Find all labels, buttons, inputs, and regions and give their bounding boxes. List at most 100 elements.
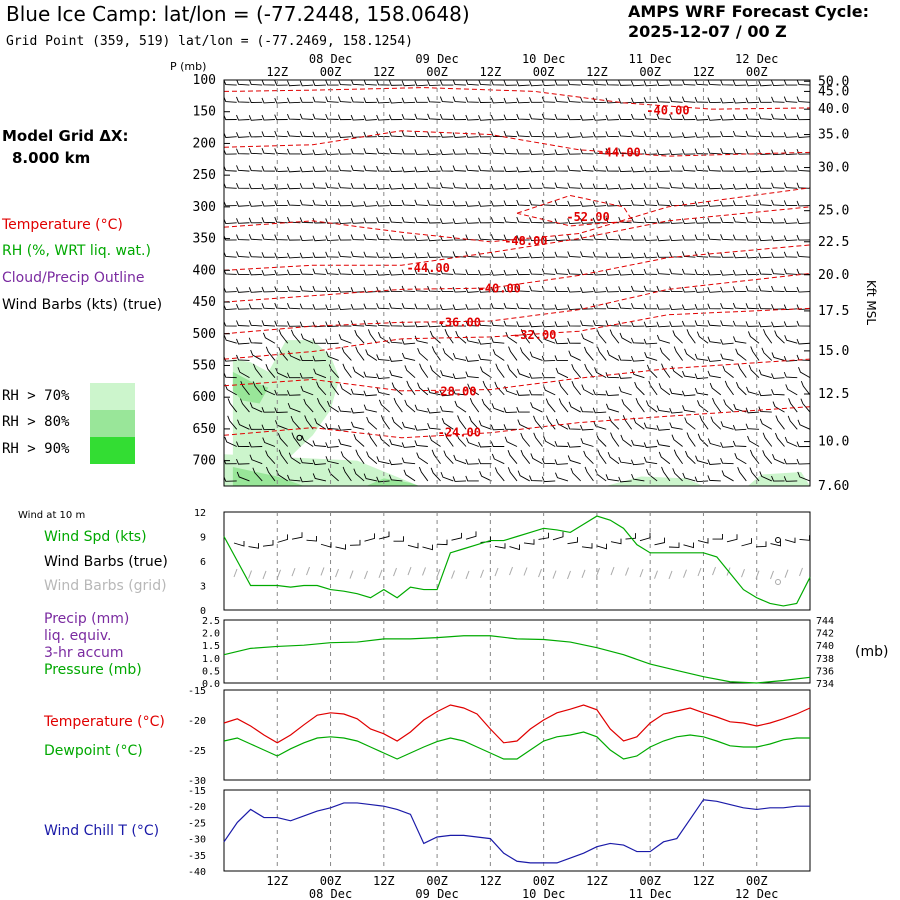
wind-barb: [337, 149, 352, 155]
wind-barb: [745, 148, 760, 155]
surface-wind-barb-true: [581, 543, 593, 549]
surface-wind-barb-grid: [683, 569, 687, 578]
wind-barb: [529, 199, 543, 206]
wind-barb: [299, 285, 314, 293]
wind-barb: [478, 97, 492, 103]
wind-barb: [761, 347, 773, 361]
wind-barb: [490, 183, 505, 190]
surface-wind-barb-true: [494, 543, 506, 549]
windchill-ytick-label: -20: [188, 802, 206, 813]
wind-barb: [427, 113, 441, 120]
wind-barb: [287, 252, 301, 259]
wind-barb: [287, 130, 301, 138]
surface-wind-barb-true: [277, 534, 288, 543]
wind-barb: [427, 96, 441, 103]
pressure-tick-label: 650: [193, 422, 216, 437]
wind-barb: [592, 389, 607, 396]
wind-barb: [618, 354, 632, 361]
wind-barb: [720, 131, 734, 138]
surface-wind-barb-true: [625, 533, 636, 540]
wind-barb: [429, 330, 441, 344]
surface-wind-barb-grid: [291, 567, 296, 577]
wind-barb: [758, 166, 772, 173]
wind-barb: [543, 436, 556, 447]
wind-barb: [403, 469, 416, 482]
wind-barb: [584, 363, 594, 378]
wind-barb: [490, 269, 505, 276]
wind-barb: [672, 468, 683, 482]
wind-barb: [592, 148, 607, 155]
wind-barb: [490, 303, 505, 310]
wind-barb: [491, 403, 505, 413]
wind-barb: [427, 423, 441, 430]
wind-barb: [236, 458, 250, 465]
wind-barb: [452, 218, 467, 224]
wind-barb: [656, 285, 670, 293]
wind-barb: [720, 269, 734, 276]
wind-barb: [504, 436, 518, 447]
wind-barb: [707, 251, 721, 258]
wind-barb: [605, 320, 619, 327]
wind-barb: [277, 433, 289, 447]
wind-barb: [278, 346, 289, 361]
wind-barb: [465, 269, 479, 275]
wind-barb: [658, 383, 671, 396]
wind-barb: [490, 147, 505, 155]
temperature-contour-label: -40.00: [478, 282, 521, 296]
wind-barb: [631, 252, 645, 259]
wind-barb: [465, 320, 479, 327]
wind-barb: [440, 370, 454, 379]
wind-barb: [452, 149, 467, 155]
wind-barb: [758, 113, 772, 120]
wind-barb: [224, 320, 237, 327]
wind-barb: [656, 149, 670, 156]
wind-barb: [376, 234, 390, 241]
wind-barb: [785, 384, 798, 396]
wind-barb: [630, 321, 645, 327]
surface-wind-barb-grid: [567, 570, 571, 580]
wind-barb: [429, 435, 441, 447]
wind-barb: [236, 320, 250, 327]
wind-barb: [363, 148, 377, 155]
wind-barb: [503, 407, 518, 414]
wind-barb: [452, 476, 467, 482]
wind-barb: [503, 424, 518, 430]
wind-barb: [733, 336, 747, 344]
wind-barb: [783, 235, 798, 241]
temperature-ytick-label: -25: [188, 746, 206, 757]
wind-barb: [388, 474, 403, 482]
wind-barb: [567, 132, 581, 138]
wind-barb: [554, 235, 568, 241]
wind-barb: [643, 166, 658, 173]
wind-barb: [490, 336, 505, 344]
dewpoint-label: Dewpoint (°C): [44, 743, 143, 759]
wind-barb: [771, 373, 785, 379]
wind-barb: [391, 382, 403, 396]
wind-barb: [478, 458, 492, 465]
wind-barb: [596, 346, 607, 361]
wind-barb: [469, 398, 480, 413]
wind-barb: [274, 97, 288, 104]
wind-barb: [224, 222, 225, 224]
wind-barb: [274, 302, 288, 310]
wind-barb: [694, 218, 709, 224]
wind-barb: [671, 434, 683, 447]
wind-barb: [720, 458, 734, 465]
wind-barb: [631, 473, 645, 482]
wind-barb: [516, 252, 530, 259]
wind-barb: [783, 149, 798, 156]
wind-barb: [580, 148, 594, 155]
temperature-contour-label: -28.00: [433, 384, 476, 398]
wind-barb: [618, 320, 632, 327]
wind-barb: [619, 332, 632, 344]
wind-barb: [720, 200, 734, 207]
wind-barb: [735, 348, 747, 361]
wind-barb: [503, 97, 518, 104]
wind-barb: [388, 183, 403, 190]
wind-barb: [516, 199, 530, 207]
wind-barb: [274, 148, 288, 155]
pressure-tick-label: 400: [193, 263, 216, 278]
wind-barb: [732, 269, 747, 276]
wind-barb: [605, 114, 619, 121]
wind-barb: [694, 387, 709, 396]
